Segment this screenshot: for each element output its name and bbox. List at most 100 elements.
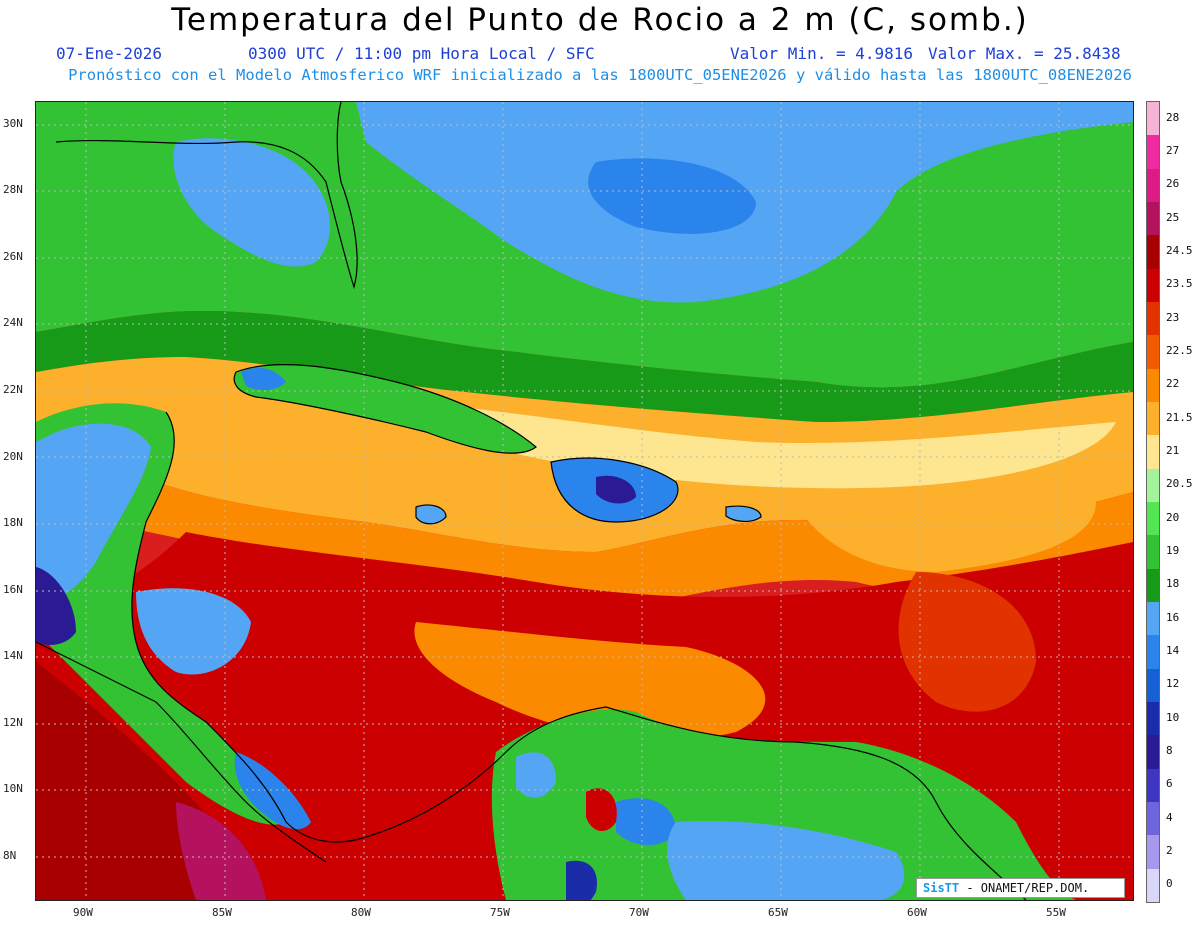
dewpoint-band-23-5-maracaibo [586,788,617,832]
lon-label: 85W [212,906,232,919]
colorbar-swatch [1147,501,1159,536]
colorbar-swatch [1147,635,1159,669]
colorbar-level-label: 22 [1166,377,1180,391]
colorbar-level-label: 19 [1166,544,1180,557]
colorbar-swatch [1147,535,1159,569]
colorbar-level-label: 16 [1166,610,1180,624]
colorbar-swatch [1147,102,1159,136]
dewpoint-map [35,101,1134,901]
colorbar-swatch [1147,801,1159,836]
dewpoint-band-14-cuba [241,367,286,391]
lat-label: 16N [3,583,23,596]
colorbar-level-label: 24.5 [1166,244,1193,257]
colorbar-swatch [1147,768,1159,802]
dewpoint-band-14-atlantic [588,158,756,234]
dewpoint-band-16-colombia [516,752,556,798]
land-south-america [491,709,1076,900]
colorbar-level-label: 10 [1166,710,1180,724]
colorbar-swatch [1147,701,1159,736]
lon-label: 55W [1046,906,1066,919]
dewpoint-band-14-costa-rica [234,752,311,830]
dewpoint-band-16-yucatan [36,423,151,602]
value-min: Valor Min. = 4.9816 [730,44,914,63]
map-title: Temperatura del Punto de Rocio a 2 m (C,… [171,2,1029,38]
colorbar-level-label: 26 [1166,177,1180,191]
lat-label: 22N [3,383,23,396]
forecast-description: Pronóstico con el Modelo Atmosferico WRF… [68,66,1132,84]
forecast-date: 07-Ene-2026 [56,44,162,63]
colorbar-swatch [1147,201,1159,236]
colorbar-level-label: 2 [1166,844,1173,857]
dewpoint-band-8-andes [566,860,597,900]
lon-label: 75W [490,906,510,919]
subtitle-line: 07-Ene-2026 0300 UTC / 11:00 pm Hora Loc… [0,44,1200,66]
lon-label: 80W [351,906,371,919]
dewpoint-band-16-honduras [136,588,251,675]
colorbar-swatch [1147,468,1159,502]
colorbar-level-label: 18 [1166,577,1180,591]
credit-box: SisTT - ONAMET/REP.DOM. [916,878,1125,898]
colorbar-swatch [1147,235,1159,269]
lat-label: 20N [3,450,23,463]
colorbar-level-label: 21.5 [1166,410,1193,424]
colorbar-level-label: 6 [1166,777,1173,791]
lat-label: 18N [3,516,23,529]
credit-text: - ONAMET/REP.DOM. [959,881,1090,895]
land-jamaica [416,505,446,524]
colorbar-level-label: 20 [1166,510,1180,524]
dewpoint-band-16-florida [173,138,330,267]
colorbar-swatch [1147,168,1159,202]
colorbar-level-label: 14 [1166,644,1180,657]
lat-label: 8N [3,849,17,862]
colorbar-swatch [1147,435,1159,469]
coastlines [36,102,1027,900]
colorbar-swatch [1147,301,1159,336]
lat-label: 14N [3,649,23,662]
colorbar-swatch [1147,735,1159,769]
colorbar-swatch [1147,668,1159,702]
colorbar-level-label: 27 [1166,144,1180,157]
dewpoint-band-10-hispaniola [596,475,636,504]
lon-label: 60W [907,906,927,919]
map-canvas [36,102,1133,900]
colorbar-level-label: 0 [1166,877,1173,891]
colorbar-swatch [1147,135,1159,169]
lat-label: 12N [3,716,23,729]
lon-label: 90W [73,906,93,919]
credit-brand: SisTT [923,881,960,895]
colorbar-level-label: 20.5 [1166,477,1193,491]
colorbar-level-label: 8 [1166,744,1173,757]
colorbar-swatch [1147,601,1159,636]
lat-label: 30N [3,117,23,130]
dewpoint-band-16-guyana [667,821,905,900]
lon-label: 70W [629,906,649,919]
colorbar-swatch [1147,835,1159,869]
forecast-time: 0300 UTC / 11:00 pm Hora Local / SFC [248,44,595,63]
lat-label: 28N [3,183,23,196]
colorbar-level-label: 4 [1166,810,1173,824]
land-puerto-rico [726,506,761,522]
colorbar-swatch [1147,335,1159,369]
dewpoint-band-22-south [414,622,766,741]
colorbar-swatch [1147,568,1159,602]
colorbar-swatch [1147,368,1159,402]
colorbar-level-label: 25 [1166,210,1180,224]
land-cuba [234,364,536,454]
lat-label: 24N [3,316,23,329]
lat-label: 26N [3,250,23,263]
colorbar-swatch [1147,268,1159,302]
colorbar-level-label: 23.5 [1166,277,1193,291]
dewpoint-band-14-venezuela [616,798,676,846]
value-max: Valor Max. = 25.8438 [928,44,1121,63]
map-graticule [36,102,1133,900]
dewpoint-band-22 [36,432,1133,612]
colorbar-swatch [1147,868,1159,902]
lat-label: 10N [3,782,23,795]
dewpoint-band-18 [36,311,1133,422]
colorbar-level-label: 22.5 [1166,344,1193,357]
dewpoint-band-21-5-east [796,487,1096,572]
lon-label: 65W [768,906,788,919]
colorbar-level-label: 28 [1166,110,1180,124]
dewpoint-band-23-east [898,572,1036,712]
colorbar-level-label: 21 [1166,444,1180,457]
